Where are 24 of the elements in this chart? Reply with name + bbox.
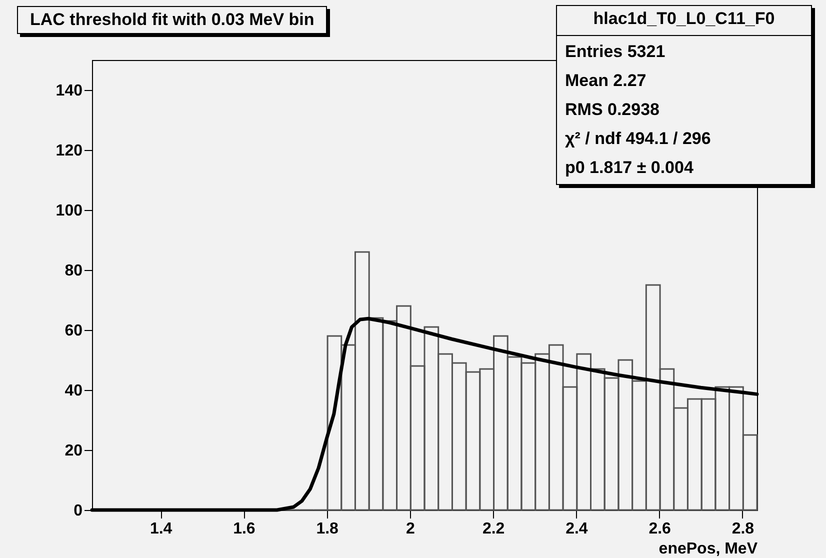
annotation: χ² / ndf 494.1 / 296: [564, 128, 712, 150]
text: hlac1d_T0_L0_C11_F0: [557, 6, 811, 36]
y-tick-label: 140: [56, 82, 83, 100]
x-tick-label: 2.2: [482, 520, 505, 538]
x-tick-label: 2.4: [566, 520, 588, 538]
y-tick-label: 60: [64, 322, 83, 340]
y-tick-label: 40: [64, 382, 83, 400]
x-tick-label: 1.4: [150, 520, 172, 538]
annotation: Mean 2.27: [564, 70, 648, 92]
x-tick-label: 1.6: [233, 520, 256, 538]
x-tick-label: 1.8: [316, 520, 339, 538]
y-tick-label: 20: [64, 442, 83, 460]
x-tick-label: 2.6: [648, 520, 672, 538]
annotation: RMS 0.2938: [564, 99, 660, 121]
annotation: Entries 5321: [564, 41, 666, 63]
y-tick-label: 0: [74, 502, 83, 520]
y-tick-label: 80: [64, 262, 83, 280]
y-tick-label: 120: [56, 142, 83, 160]
x-tick-label: 2: [406, 520, 415, 538]
y-tick-label: 100: [56, 202, 83, 220]
chart-title: LAC threshold fit with 0.03 MeV bin: [17, 6, 328, 34]
x-tick-label: 2.8: [732, 520, 754, 538]
x-axis-title: enePos, MeV: [658, 540, 758, 558]
annotation: p0 1.817 ± 0.004: [564, 157, 694, 179]
